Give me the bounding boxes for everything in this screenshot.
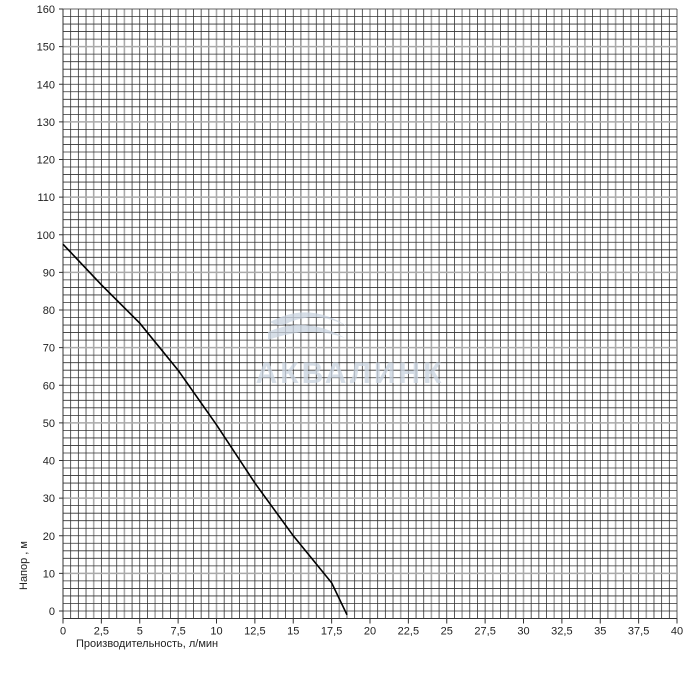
y-tick-label: 40 (43, 456, 55, 468)
y-axis-label: Напор , м (18, 541, 30, 590)
x-tick-label: 22,5 (398, 626, 419, 638)
x-tick-label: 37,5 (628, 626, 649, 638)
y-tick-label: 160 (37, 4, 55, 16)
x-tick-label: 5 (137, 626, 143, 638)
x-tick-label: 0 (60, 626, 66, 638)
x-tick-label: 30 (517, 626, 529, 638)
y-tick-label: 80 (43, 305, 55, 317)
x-tick-label: 27,5 (474, 626, 495, 638)
x-tick-label: 40 (671, 626, 683, 638)
x-tick-label: 25 (441, 626, 453, 638)
x-tick-label: 7,5 (170, 626, 185, 638)
y-tick-label: 10 (43, 568, 55, 580)
series-line (62, 243, 348, 616)
watermark-wave (268, 324, 345, 340)
x-tick-label: 15 (287, 626, 299, 638)
y-tick-label: 100 (37, 230, 55, 242)
x-tick-label: 2,5 (94, 626, 109, 638)
y-tick-label: 110 (37, 192, 55, 204)
x-tick-label: 17,5 (321, 626, 342, 638)
x-tick-label: 20 (364, 626, 376, 638)
x-tick-label: 12,5 (244, 626, 265, 638)
y-tick-label: 90 (43, 267, 55, 279)
watermark-wave (270, 312, 350, 328)
y-tick-label: 150 (37, 42, 55, 54)
y-tick-label: 30 (43, 493, 55, 505)
tick-labels: 0 2,5 5 7,5 10 12,5 15 17,5 20 22,5 25 27,5 30 32,5 35… (37, 4, 683, 638)
x-tick-label: 35 (594, 626, 606, 638)
watermark-text: АКВАЛИНК (256, 357, 445, 390)
y-tick-label: 140 (37, 79, 55, 91)
y-tick-label: 50 (43, 418, 55, 430)
x-axis-label: Производительность, л/мин (76, 638, 218, 650)
y-tick-label: 70 (43, 343, 55, 355)
y-tick-label: 130 (37, 117, 55, 129)
y-tick-label: 0 (49, 606, 55, 618)
watermark-logo: АКВАЛИНК (256, 312, 445, 390)
grid (62, 8, 678, 619)
y-tick-label: 20 (43, 531, 55, 543)
y-tick-label: 120 (37, 155, 55, 167)
x-tick-label: 32,5 (551, 626, 572, 638)
x-tick-label: 10 (210, 626, 222, 638)
y-tick-label: 60 (43, 380, 55, 392)
axes (59, 8, 678, 624)
